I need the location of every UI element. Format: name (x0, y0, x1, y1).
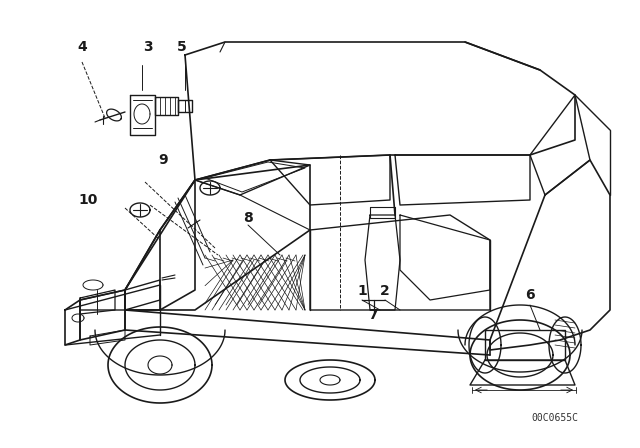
Text: 3: 3 (143, 40, 153, 54)
Text: 6: 6 (525, 288, 535, 302)
Text: 2: 2 (380, 284, 390, 298)
Text: 10: 10 (78, 193, 98, 207)
Text: 1: 1 (357, 284, 367, 298)
Text: 7: 7 (368, 308, 378, 322)
Text: 9: 9 (158, 153, 168, 167)
Text: 00C0655C: 00C0655C (531, 413, 579, 423)
Text: 4: 4 (77, 40, 87, 54)
Text: 8: 8 (243, 211, 253, 225)
Text: 5: 5 (177, 40, 187, 54)
